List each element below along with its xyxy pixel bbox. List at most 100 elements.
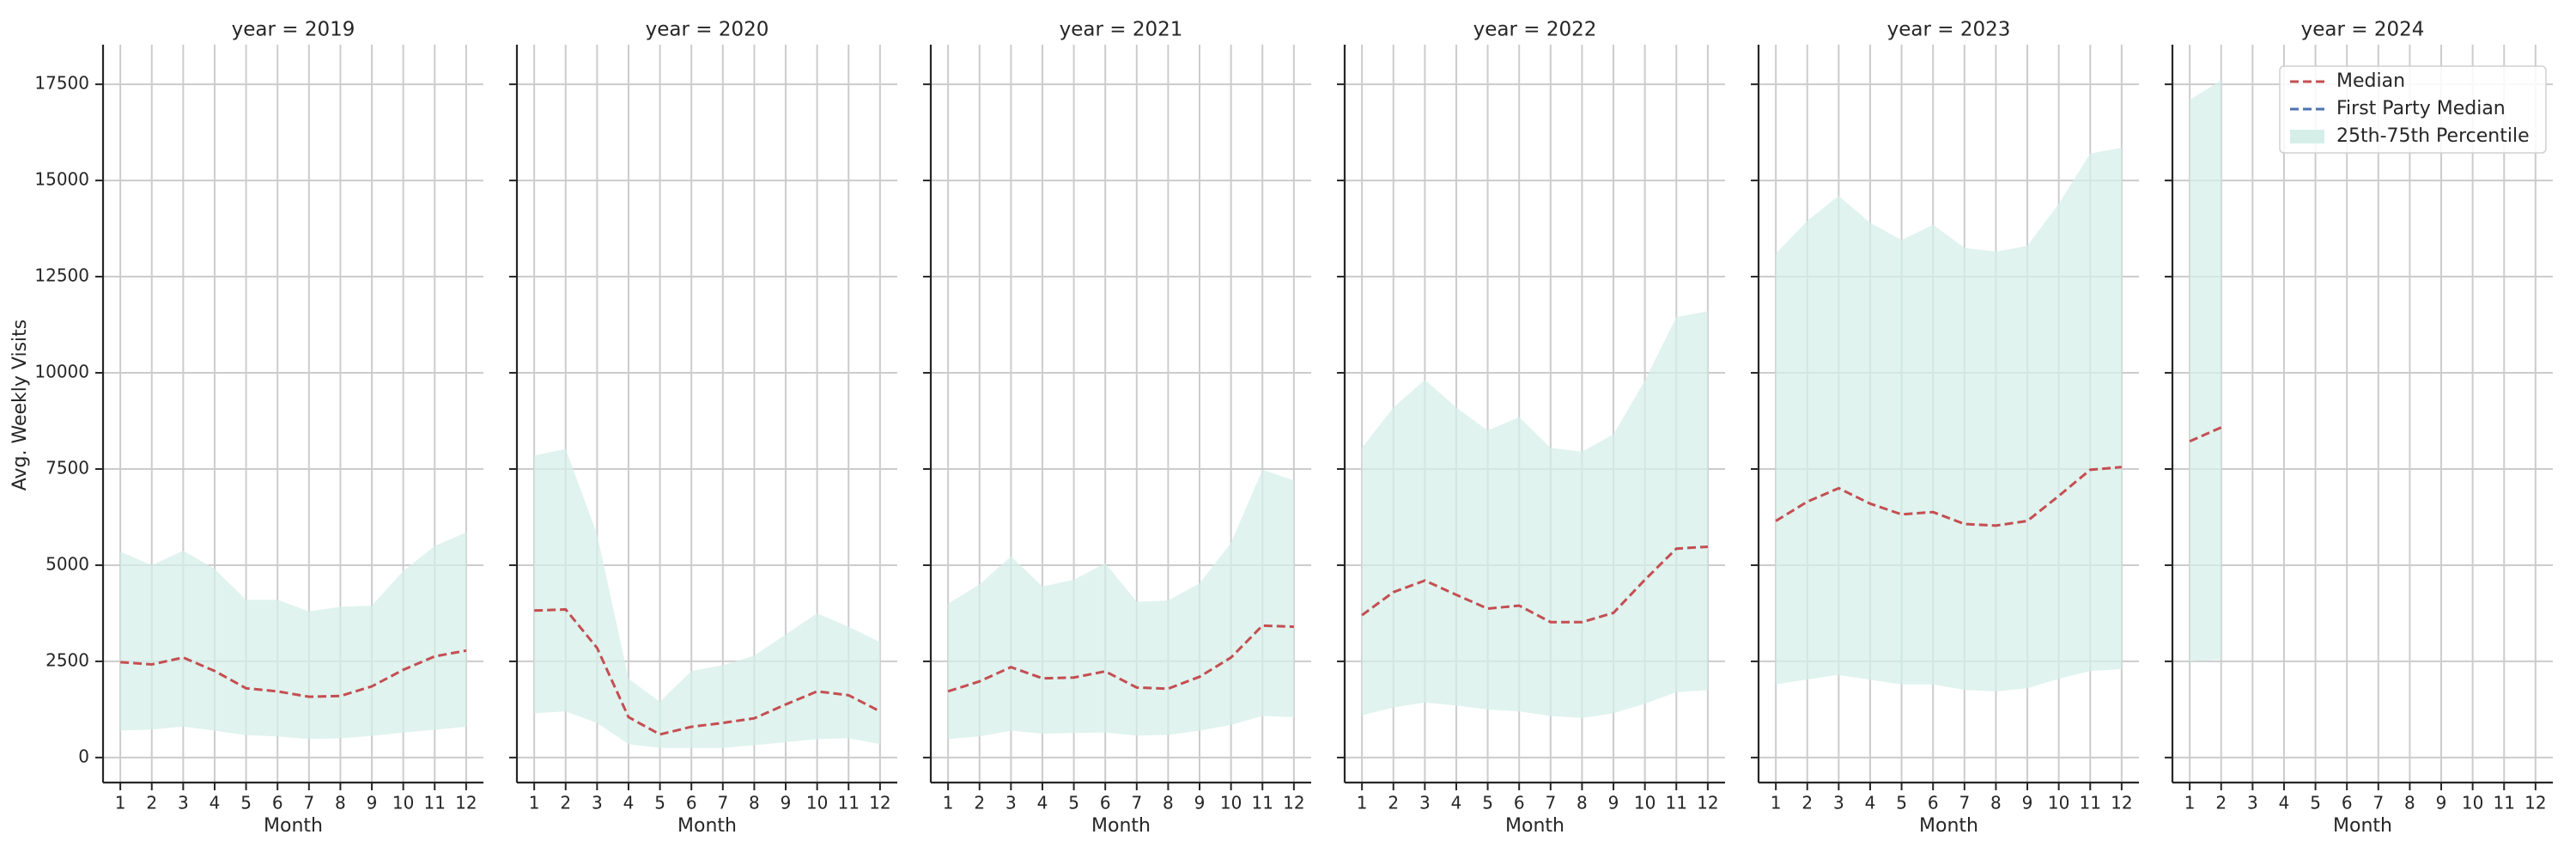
x-tick-label: 3 <box>2247 793 2258 813</box>
x-axis-label: Month <box>2333 815 2392 837</box>
x-tick-label: 7 <box>303 793 314 813</box>
x-tick-label: 4 <box>1451 793 1462 813</box>
percentile-band <box>1362 311 1708 718</box>
x-tick-label: 6 <box>1514 793 1525 813</box>
y-tick-label: 15000 <box>34 169 89 190</box>
x-tick-label: 7 <box>2372 793 2384 813</box>
x-axis-label: Month <box>1091 815 1151 837</box>
x-tick-label: 5 <box>1482 793 1493 813</box>
x-tick-label: 7 <box>1131 793 1142 813</box>
x-tick-label: 2 <box>2215 793 2227 813</box>
x-tick-label: 7 <box>1545 793 1556 813</box>
percentile-band <box>2190 80 2221 661</box>
legend-label: 25th-75th Percentile <box>2336 125 2530 147</box>
x-tick-label: 6 <box>686 793 697 813</box>
x-tick-label: 2 <box>1801 793 1813 813</box>
x-tick-label: 1 <box>2184 793 2196 813</box>
x-tick-label: 9 <box>781 793 792 813</box>
panel-title: year = 2019 <box>232 19 355 41</box>
y-tick-label: 5000 <box>46 553 89 574</box>
x-tick-label: 4 <box>2279 793 2290 813</box>
y-tick-label: 12500 <box>34 265 89 286</box>
x-tick-label: 8 <box>1990 793 2002 813</box>
x-tick-label: 6 <box>1928 793 1939 813</box>
x-tick-label: 2 <box>974 793 985 813</box>
median-line <box>120 649 467 698</box>
x-tick-label: 3 <box>178 793 189 813</box>
x-tick-label: 11 <box>1252 793 1273 813</box>
x-axis-label: Month <box>264 815 323 837</box>
panel-title: year = 2024 <box>2301 19 2425 41</box>
panel-title: year = 2022 <box>1473 19 1597 41</box>
x-tick-label: 10 <box>806 793 828 813</box>
x-tick-label: 1 <box>1357 793 1368 813</box>
x-tick-label: 11 <box>424 793 446 813</box>
legend: Median First Party Median 25th-75th Percen… <box>2279 65 2547 154</box>
x-axis-label: Month <box>1505 815 1564 837</box>
x-tick-label: 9 <box>2022 793 2033 813</box>
y-tick-label: 7500 <box>46 457 89 478</box>
x-tick-label: 5 <box>1068 793 1079 813</box>
percentile-band <box>1776 148 2122 691</box>
x-tick-label: 5 <box>2310 793 2321 813</box>
x-tick-label: 1 <box>529 793 540 813</box>
x-tick-label: 4 <box>1037 793 1048 813</box>
x-tick-label: 12 <box>869 793 890 813</box>
panel-title: year = 2021 <box>1060 19 1183 41</box>
x-tick-label: 12 <box>455 793 477 813</box>
y-tick-label: 0 <box>78 746 89 766</box>
x-tick-label: 1 <box>115 793 126 813</box>
x-tick-label: 7 <box>717 793 728 813</box>
median-line <box>947 624 1294 693</box>
median-line <box>1361 545 1708 624</box>
x-tick-label: 11 <box>838 793 860 813</box>
x-tick-label: 5 <box>654 793 665 813</box>
x-tick-label: 4 <box>210 793 221 813</box>
x-tick-label: 10 <box>1634 793 1656 813</box>
x-tick-label: 6 <box>1100 793 1111 813</box>
percentile-band <box>948 469 1294 740</box>
x-tick-label: 12 <box>2524 793 2546 813</box>
x-tick-label: 12 <box>2111 793 2132 813</box>
x-axis-label: Month <box>1919 815 1978 837</box>
panel-title: year = 2023 <box>1887 19 2011 41</box>
x-tick-label: 2 <box>560 793 571 813</box>
legend-label: First Party Median <box>2336 98 2506 119</box>
x-tick-label: 10 <box>1220 793 1242 813</box>
x-tick-label: 12 <box>1697 793 1718 813</box>
x-tick-label: 5 <box>1896 793 1907 813</box>
x-tick-label: 7 <box>1959 793 1970 813</box>
x-tick-label: 10 <box>392 793 414 813</box>
y-tick-label: 2500 <box>46 649 89 670</box>
x-tick-label: 11 <box>2080 793 2101 813</box>
x-tick-label: 8 <box>1577 793 1588 813</box>
x-tick-label: 8 <box>749 793 760 813</box>
x-tick-label: 9 <box>1608 793 1619 813</box>
x-tick-label: 3 <box>592 793 603 813</box>
y-tick-label: 10000 <box>34 362 89 382</box>
x-tick-label: 2 <box>146 793 157 813</box>
x-tick-label: 8 <box>335 793 346 813</box>
x-tick-label: 1 <box>943 793 954 813</box>
x-tick-label: 3 <box>1005 793 1017 813</box>
percentile-band <box>534 448 880 748</box>
x-tick-label: 2 <box>1388 793 1399 813</box>
x-tick-label: 4 <box>1865 793 1876 813</box>
y-tick-label: 17500 <box>34 73 89 94</box>
legend-label: Median <box>2336 70 2405 92</box>
x-tick-label: 4 <box>623 793 635 813</box>
x-tick-label: 9 <box>1194 793 1206 813</box>
x-tick-label: 10 <box>2048 793 2069 813</box>
x-tick-label: 12 <box>1283 793 1304 813</box>
median-line <box>1775 466 2122 527</box>
median-line <box>534 607 881 736</box>
panel-title: year = 2020 <box>646 19 769 41</box>
x-tick-label: 8 <box>2404 793 2415 813</box>
x-tick-label: 3 <box>1833 793 1844 813</box>
x-tick-label: 8 <box>1163 793 1174 813</box>
x-tick-label: 5 <box>240 793 252 813</box>
x-tick-label: 11 <box>1666 793 1687 813</box>
x-tick-label: 11 <box>2494 793 2515 813</box>
x-tick-label: 6 <box>272 793 283 813</box>
